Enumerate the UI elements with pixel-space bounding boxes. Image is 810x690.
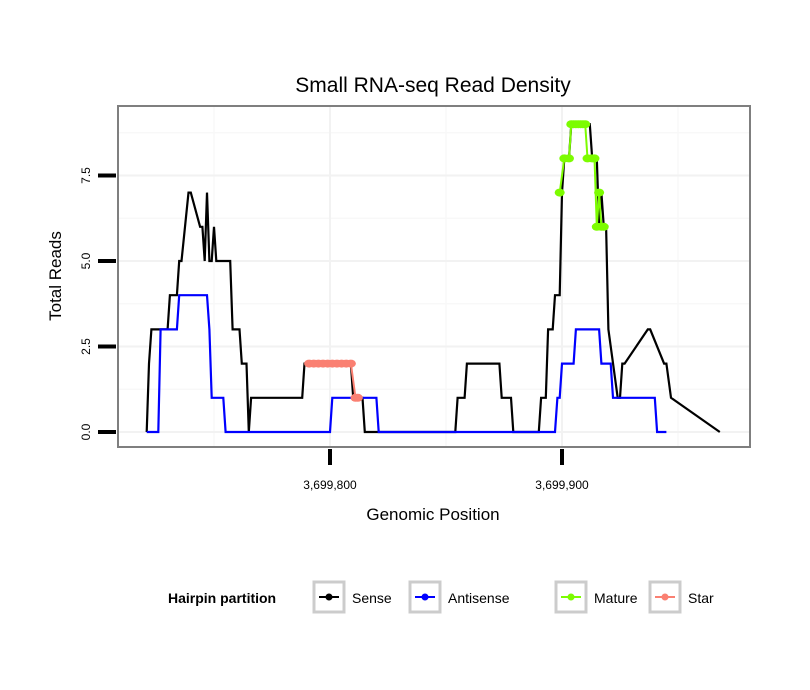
- legend-item-sense: Sense: [312, 580, 392, 614]
- panel-background: [118, 106, 750, 447]
- series-point-mature: [580, 120, 591, 129]
- series-point-mature: [554, 188, 565, 197]
- x-tick-label: 3,699,900: [535, 478, 589, 492]
- series-point-mature: [563, 154, 574, 163]
- y-tick-label: 5.0: [79, 252, 93, 269]
- series-layer: [145, 120, 721, 434]
- legend-label: Mature: [594, 590, 638, 606]
- legend-label: Star: [688, 590, 714, 606]
- y-axis: 0.0 2.5 5.0 7.5: [79, 167, 116, 440]
- legend-key-point: [661, 593, 669, 601]
- series-point-mature: [594, 188, 605, 197]
- legend-label: Antisense: [448, 590, 510, 606]
- series-point-mature: [598, 222, 609, 231]
- legend-label: Sense: [352, 590, 392, 606]
- legend-item-mature: Mature: [554, 580, 638, 614]
- panel-border: [117, 105, 751, 448]
- legend-item-antisense: Antisense: [408, 580, 510, 614]
- y-tick-label: 2.5: [79, 338, 93, 355]
- plot-panel: [117, 105, 751, 448]
- legend: Hairpin partition Sense Antisense Mature St…: [168, 580, 714, 614]
- grid-minor: [118, 106, 750, 447]
- y-tick-label: 7.5: [79, 167, 93, 184]
- y-tick-label: 0.0: [79, 423, 93, 440]
- legend-key-point: [325, 593, 333, 601]
- series-point-mature: [589, 154, 600, 163]
- chart-title: Small RNA-seq Read Density: [295, 74, 571, 97]
- y-axis-title: Total Reads: [46, 231, 65, 321]
- legend-key-point: [567, 593, 575, 601]
- legend-item-star: Star: [648, 580, 714, 614]
- series-point-star: [352, 393, 363, 402]
- series-point-star: [345, 359, 356, 368]
- legend-title: Hairpin partition: [168, 590, 276, 606]
- x-axis: 3,699,800 3,699,900: [303, 449, 589, 492]
- legend-key-point: [421, 593, 429, 601]
- x-axis-title: Genomic Position: [366, 505, 499, 524]
- x-tick-label: 3,699,800: [303, 478, 357, 492]
